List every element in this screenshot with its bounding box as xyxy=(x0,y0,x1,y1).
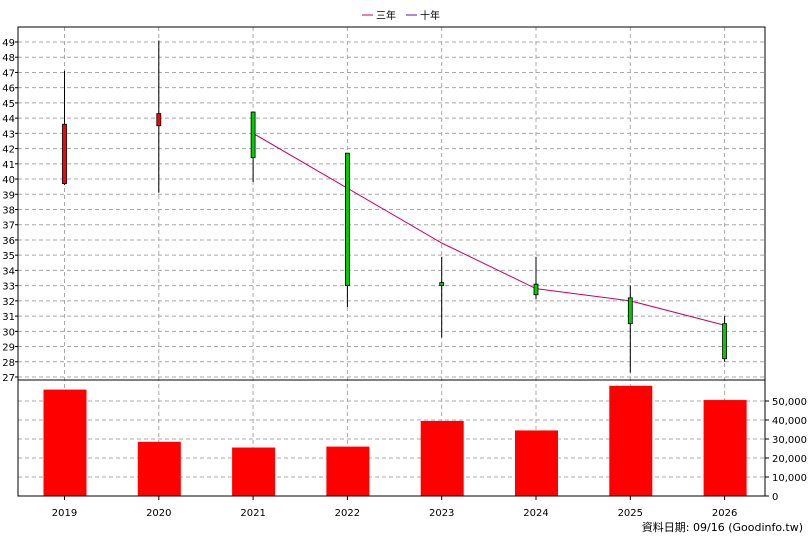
price-tick-label: 31 xyxy=(2,312,15,323)
price-tick-label: 48 xyxy=(2,53,15,64)
candle-body xyxy=(156,113,162,127)
price-tick-label: 29 xyxy=(2,343,15,354)
volume-tick-label: 0 xyxy=(772,492,778,503)
volume-tick-label: 20,000 xyxy=(772,454,807,465)
x-tick-label: 2024 xyxy=(523,508,548,519)
candle-body xyxy=(722,323,727,360)
volume-bar xyxy=(420,420,464,496)
price-tick-label: 28 xyxy=(2,358,15,369)
axes: 27 28 29 30 31 32 33 34 35 36 37 38 39 40 41 42 43 44 45 46… xyxy=(2,38,807,519)
price-tick-label: 30 xyxy=(2,327,15,338)
x-tick-label: 2025 xyxy=(618,508,643,519)
volume-bar xyxy=(609,385,653,496)
candlesticks xyxy=(62,40,727,373)
price-tick-label: 39 xyxy=(2,190,15,201)
price-tick-label: 36 xyxy=(2,236,15,247)
volume-tick-label: 40,000 xyxy=(772,416,807,427)
price-tick-label: 27 xyxy=(2,373,15,384)
price-tick-label: 44 xyxy=(2,114,15,125)
volume-bar xyxy=(43,389,87,496)
x-tick-label: 2021 xyxy=(240,508,265,519)
candle-body xyxy=(627,297,633,325)
ma-line xyxy=(252,132,725,326)
candle-body xyxy=(533,283,539,296)
grid xyxy=(18,27,765,496)
moving-average-lines xyxy=(252,132,725,326)
volume-bar xyxy=(326,446,370,496)
price-tick-label: 32 xyxy=(2,297,15,308)
price-tick-label: 47 xyxy=(2,68,15,79)
x-tick-label: 2023 xyxy=(429,508,454,519)
volume-tick-label: 30,000 xyxy=(772,435,807,446)
candle-body xyxy=(250,111,256,159)
price-tick-label: 49 xyxy=(2,38,15,49)
legend: 三年 十年 xyxy=(362,9,440,22)
legend-label-1: 三年 xyxy=(376,9,396,22)
price-tick-label: 38 xyxy=(2,206,15,217)
candle-body xyxy=(344,152,350,287)
plot-border xyxy=(17,26,766,497)
price-tick-label: 37 xyxy=(2,221,15,232)
price-tick-label: 42 xyxy=(2,145,15,156)
price-tick-label: 43 xyxy=(2,129,15,140)
price-tick-label: 33 xyxy=(2,282,15,293)
legend-label-2: 十年 xyxy=(420,9,440,22)
volume-bars xyxy=(43,385,747,496)
volume-tick-label: 50,000 xyxy=(772,397,807,408)
candle-body xyxy=(62,123,67,185)
plot-frame xyxy=(17,26,766,497)
candle-body xyxy=(439,282,445,286)
x-tick-label: 2019 xyxy=(52,508,77,519)
data-source-note: 資料日期: 09/16 (Goodinfo.tw) xyxy=(642,520,803,534)
volume-bar xyxy=(137,441,181,496)
x-tick-label: 2020 xyxy=(146,508,171,519)
x-tick-label: 2026 xyxy=(712,508,737,519)
price-tick-label: 46 xyxy=(2,84,15,95)
volume-bar xyxy=(703,400,747,496)
price-tick-label: 45 xyxy=(2,99,15,110)
volume-bar xyxy=(515,430,558,496)
x-tick-label: 2022 xyxy=(335,508,360,519)
volume-bar xyxy=(232,447,276,496)
price-tick-label: 40 xyxy=(2,175,15,186)
volume-tick-label: 10,000 xyxy=(772,473,807,484)
price-tick-label: 41 xyxy=(2,160,15,171)
price-tick-label: 34 xyxy=(2,266,15,277)
price-tick-label: 35 xyxy=(2,251,15,262)
